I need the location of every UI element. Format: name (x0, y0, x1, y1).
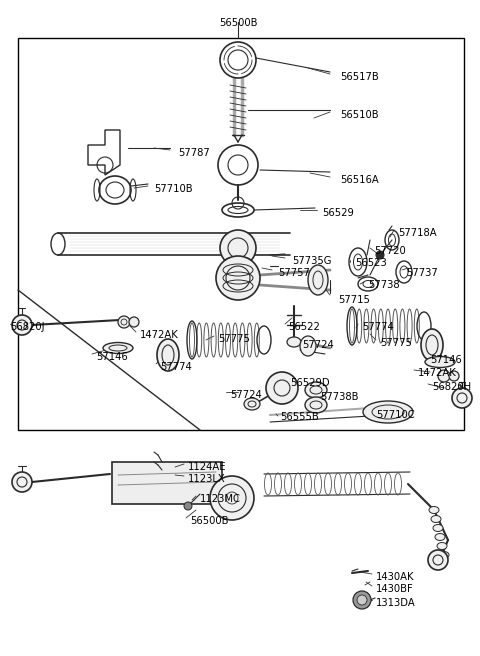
Ellipse shape (224, 257, 252, 267)
Text: 57715: 57715 (338, 295, 370, 305)
Text: 57735G: 57735G (292, 256, 332, 266)
Text: 56555B: 56555B (280, 412, 319, 422)
Ellipse shape (425, 356, 455, 367)
Text: 57757: 57757 (278, 268, 310, 278)
Circle shape (216, 256, 260, 300)
Ellipse shape (429, 506, 439, 514)
Text: 57710C: 57710C (376, 410, 415, 420)
Bar (112, 462, 222, 504)
Ellipse shape (287, 337, 301, 347)
Text: 56820J: 56820J (10, 322, 45, 332)
Text: 1313DA: 1313DA (376, 598, 416, 608)
Ellipse shape (305, 397, 327, 413)
Text: 57787: 57787 (178, 148, 210, 158)
Text: 56500B: 56500B (190, 516, 228, 526)
Text: 56820H: 56820H (432, 382, 471, 392)
Text: 57774: 57774 (362, 322, 394, 332)
Text: 1123LX: 1123LX (188, 474, 226, 484)
Text: 1124AE: 1124AE (188, 462, 227, 472)
Ellipse shape (433, 525, 443, 531)
Text: 57718A: 57718A (398, 228, 437, 238)
Ellipse shape (103, 342, 133, 354)
Text: 57146: 57146 (430, 355, 462, 365)
Ellipse shape (157, 339, 179, 371)
Circle shape (12, 315, 32, 335)
Text: 56529D: 56529D (290, 378, 330, 388)
Ellipse shape (244, 398, 260, 410)
Text: 1123MC: 1123MC (200, 494, 241, 504)
Ellipse shape (421, 329, 443, 361)
Ellipse shape (437, 543, 447, 550)
Circle shape (357, 595, 367, 605)
Text: 57774: 57774 (160, 362, 192, 372)
Text: 56500B: 56500B (219, 18, 257, 28)
Text: 57775: 57775 (380, 338, 412, 348)
Text: 56523: 56523 (355, 258, 387, 268)
Text: 1472AK: 1472AK (140, 330, 179, 340)
Text: 56516A: 56516A (340, 175, 379, 185)
Text: 56529: 56529 (322, 208, 354, 218)
Circle shape (12, 472, 32, 492)
Circle shape (118, 316, 130, 328)
Circle shape (353, 591, 371, 609)
Text: 1472AK: 1472AK (418, 368, 457, 378)
Circle shape (428, 550, 448, 570)
Ellipse shape (308, 265, 328, 295)
Ellipse shape (439, 552, 449, 558)
Text: 1430BF: 1430BF (376, 584, 414, 594)
Text: 56522: 56522 (288, 322, 320, 332)
Text: 1430AK: 1430AK (376, 572, 415, 582)
Ellipse shape (363, 401, 413, 423)
Text: 56517B: 56517B (340, 72, 379, 82)
Circle shape (220, 230, 256, 266)
Text: 57738B: 57738B (320, 392, 359, 402)
Circle shape (266, 372, 298, 404)
Text: 56510B: 56510B (340, 110, 379, 120)
Text: 57720: 57720 (374, 246, 406, 256)
Circle shape (438, 370, 450, 382)
Text: 57737: 57737 (406, 268, 438, 278)
Ellipse shape (300, 336, 316, 356)
Text: 57738: 57738 (368, 280, 400, 290)
Circle shape (129, 317, 139, 327)
Text: 57710B: 57710B (154, 184, 192, 194)
Circle shape (449, 371, 459, 381)
Bar (18, 38, 464, 430)
Text: 57724: 57724 (302, 340, 334, 350)
Text: 57724: 57724 (230, 390, 262, 400)
Ellipse shape (305, 382, 327, 398)
Circle shape (210, 476, 254, 520)
Ellipse shape (435, 533, 445, 541)
Circle shape (452, 388, 472, 408)
Text: 57775: 57775 (218, 334, 250, 344)
Text: 57146: 57146 (96, 352, 128, 362)
Circle shape (184, 502, 192, 510)
Ellipse shape (431, 516, 441, 522)
Circle shape (376, 251, 384, 259)
